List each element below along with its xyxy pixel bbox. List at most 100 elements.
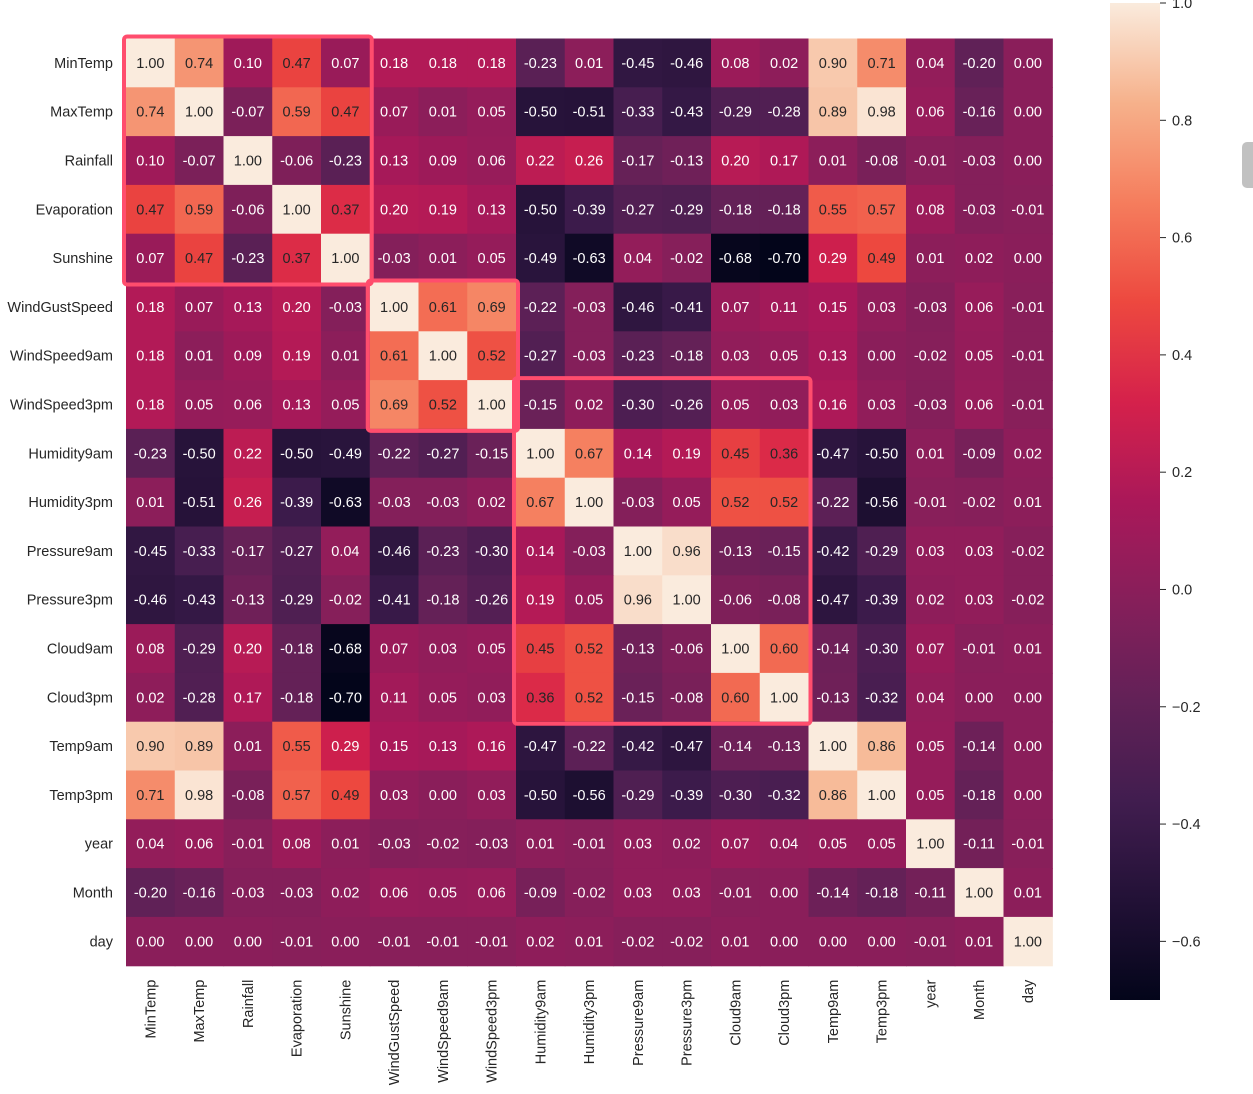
heatmap-cell-Evaporation-day (1003, 184, 1053, 235)
heatmap-cell-Pressure3pm-Humidity9am (516, 575, 566, 625)
cell-value-Humidity9am-WindGustSpeed: -0.22 (378, 446, 411, 462)
cell-value-Cloud3pm-Pressure3pm: -0.08 (670, 690, 703, 706)
cell-value-Humidity9am-Month: -0.09 (963, 446, 996, 462)
heatmap-cell-WindSpeed3pm-Temp3pm (857, 380, 907, 430)
cell-value-MinTemp-WindSpeed9am: 0.18 (429, 56, 457, 72)
cell-value-Sunshine-MinTemp: 0.07 (136, 251, 164, 267)
heatmap-cell-Evaporation-Rainfall (223, 184, 273, 235)
colorbar-tick-label: −0.4 (1172, 817, 1201, 833)
heatmap-cell-year-MinTemp (126, 819, 176, 869)
heatmap-cell-Rainfall-MaxTemp (174, 136, 225, 186)
scrollbar-thumb[interactable] (1242, 142, 1253, 188)
cell-value-Sunshine-Cloud9am: -0.68 (719, 251, 752, 267)
cell-value-WindGustSpeed-Temp9am: 0.15 (819, 300, 847, 316)
cell-value-Sunshine-Sunshine: 1.00 (331, 251, 359, 267)
cell-value-Month-Pressure3pm: 0.03 (673, 886, 701, 902)
cell-value-MinTemp-Temp3pm: 0.71 (868, 56, 896, 72)
heatmap-cell-Humidity3pm-Temp9am (808, 477, 858, 528)
cell-value-Pressure3pm-Pressure3pm: 1.00 (673, 593, 701, 609)
x-tick-label: Cloud3pm (777, 980, 793, 1046)
cell-value-MaxTemp-Cloud3pm: -0.28 (768, 105, 801, 121)
y-tick-label: Pressure9am (27, 544, 113, 560)
heatmap-cell-Pressure9am-WindGustSpeed (369, 526, 420, 576)
cell-value-year-Pressure3pm: 0.02 (673, 837, 701, 853)
cell-value-Cloud9am-Temp3pm: -0.30 (865, 642, 898, 658)
heatmap-cell-MinTemp-day (1003, 38, 1053, 88)
heatmap-cell-MaxTemp-WindSpeed9am (418, 87, 468, 137)
heatmap-cell-Pressure3pm-year (906, 575, 956, 625)
colorbar: 1.0 0.8 0.6 0.4 0.2 0.0 −0.2 −0.4 −0.6 (1110, 0, 1201, 1000)
heatmap-cell-Sunshine-WindGustSpeed (369, 233, 420, 284)
cell-value-Pressure3pm-Cloud3pm: -0.08 (768, 593, 801, 609)
heatmap-cell-year-Month (954, 819, 1005, 869)
heatmap-cell-Humidity3pm-Cloud3pm (759, 477, 810, 528)
heatmap-cell-Temp3pm-MaxTemp (174, 770, 225, 820)
cell-value-Month-Rainfall: -0.03 (231, 886, 264, 902)
cell-value-Cloud3pm-MinTemp: 0.02 (136, 690, 164, 706)
cell-value-WindSpeed3pm-Cloud9am: 0.05 (721, 398, 749, 414)
heatmap-cell-Temp3pm-Temp9am (808, 770, 858, 820)
heatmap-cell-Humidity3pm-Temp3pm (857, 477, 907, 528)
cell-value-WindGustSpeed-Pressure3pm: -0.41 (670, 300, 703, 316)
heatmap-cell-Pressure9am-Humidity9am (516, 526, 566, 576)
cell-value-WindSpeed9am-Evaporation: 0.19 (283, 349, 311, 365)
heatmap-cell-Temp9am-WindGustSpeed (369, 721, 420, 772)
cell-value-WindSpeed3pm-WindSpeed9am: 0.52 (429, 398, 457, 414)
cell-value-day-Temp9am: 0.00 (819, 934, 847, 950)
cell-value-Pressure3pm-Humidity3pm: 0.05 (575, 593, 603, 609)
cell-value-Pressure9am-Temp9am: -0.42 (816, 544, 849, 560)
heatmap-cell-Temp3pm-Sunshine (321, 770, 371, 820)
heatmap-cell-Temp9am-Temp9am (808, 721, 858, 772)
heatmap-cell-Pressure3pm-Pressure3pm (662, 575, 712, 625)
cell-value-Rainfall-Cloud9am: 0.20 (721, 154, 749, 170)
cell-value-Cloud9am-Sunshine: -0.68 (329, 642, 362, 658)
cell-value-Month-Pressure9am: 0.03 (624, 886, 652, 902)
cell-value-Pressure3pm-Pressure9am: 0.96 (624, 593, 652, 609)
cell-value-day-Temp3pm: 0.00 (868, 934, 896, 950)
cell-value-Pressure9am-WindSpeed9am: -0.23 (426, 544, 459, 560)
x-tick-label: Cloud9am (728, 980, 744, 1046)
cell-value-WindSpeed9am-Cloud3pm: 0.05 (770, 349, 798, 365)
heatmap-cell-Humidity9am-day (1003, 428, 1053, 479)
cell-value-WindSpeed9am-day: -0.01 (1011, 349, 1044, 365)
x-tick-label: day (1021, 979, 1037, 1003)
cell-value-Sunshine-Humidity9am: -0.49 (524, 251, 557, 267)
cell-value-Sunshine-Month: 0.02 (965, 251, 993, 267)
heatmap-cell-Evaporation-Temp9am (808, 184, 858, 235)
heatmap-cell-Pressure3pm-MinTemp (126, 575, 176, 625)
cell-value-Cloud9am-Rainfall: 0.20 (234, 642, 262, 658)
heatmap-cell-WindSpeed9am-Rainfall (223, 331, 273, 381)
x-tick-label: Sunshine (338, 980, 354, 1040)
heatmap-cell-Cloud3pm-Temp3pm (857, 672, 907, 723)
cell-value-Cloud3pm-Humidity9am: 0.36 (526, 690, 554, 706)
heatmap-cell-day-year (906, 916, 956, 967)
heatmap-cell-Temp3pm-Pressure3pm (662, 770, 712, 820)
cell-value-WindSpeed9am-Pressure3pm: -0.18 (670, 349, 703, 365)
heatmap-cell-WindSpeed9am-WindSpeed3pm (467, 331, 517, 381)
heatmap-cell-MaxTemp-Evaporation (272, 87, 322, 137)
heatmap-cell-Rainfall-Sunshine (321, 136, 371, 186)
cell-value-Temp9am-Cloud3pm: -0.13 (768, 739, 801, 755)
cell-value-MaxTemp-Temp9am: 0.89 (819, 105, 847, 121)
heatmap-cell-WindGustSpeed-Pressure9am (613, 282, 663, 332)
heatmap-cell-WindSpeed9am-Month (954, 331, 1005, 381)
cell-value-WindSpeed3pm-Humidity3pm: 0.02 (575, 398, 603, 414)
heatmap-cell-MinTemp-Temp9am (808, 38, 858, 88)
cell-value-Month-year: -0.11 (914, 886, 946, 902)
cell-value-Pressure9am-MaxTemp: -0.33 (183, 544, 216, 560)
heatmap-cell-Pressure3pm-MaxTemp (174, 575, 225, 625)
cell-value-year-Cloud3pm: 0.04 (770, 837, 798, 853)
cell-value-MaxTemp-Cloud9am: -0.29 (719, 105, 752, 121)
heatmap-cell-Pressure3pm-Temp9am (808, 575, 858, 625)
cell-value-Pressure9am-WindGustSpeed: -0.46 (378, 544, 411, 560)
cell-value-Rainfall-Humidity3pm: 0.26 (575, 154, 603, 170)
cell-value-MaxTemp-MaxTemp: 1.00 (185, 105, 213, 121)
cell-value-Temp3pm-Month: -0.18 (963, 788, 996, 804)
heatmap-cell-Pressure9am-Pressure9am (613, 526, 663, 576)
cell-value-Pressure9am-Temp3pm: -0.29 (865, 544, 898, 560)
heatmap-cell-WindSpeed3pm-Temp9am (808, 380, 858, 430)
heatmap-cell-Sunshine-day (1003, 233, 1053, 284)
heatmap-cell-Cloud9am-Evaporation (272, 624, 322, 674)
heatmap-cell-Rainfall-Cloud3pm (759, 136, 810, 186)
